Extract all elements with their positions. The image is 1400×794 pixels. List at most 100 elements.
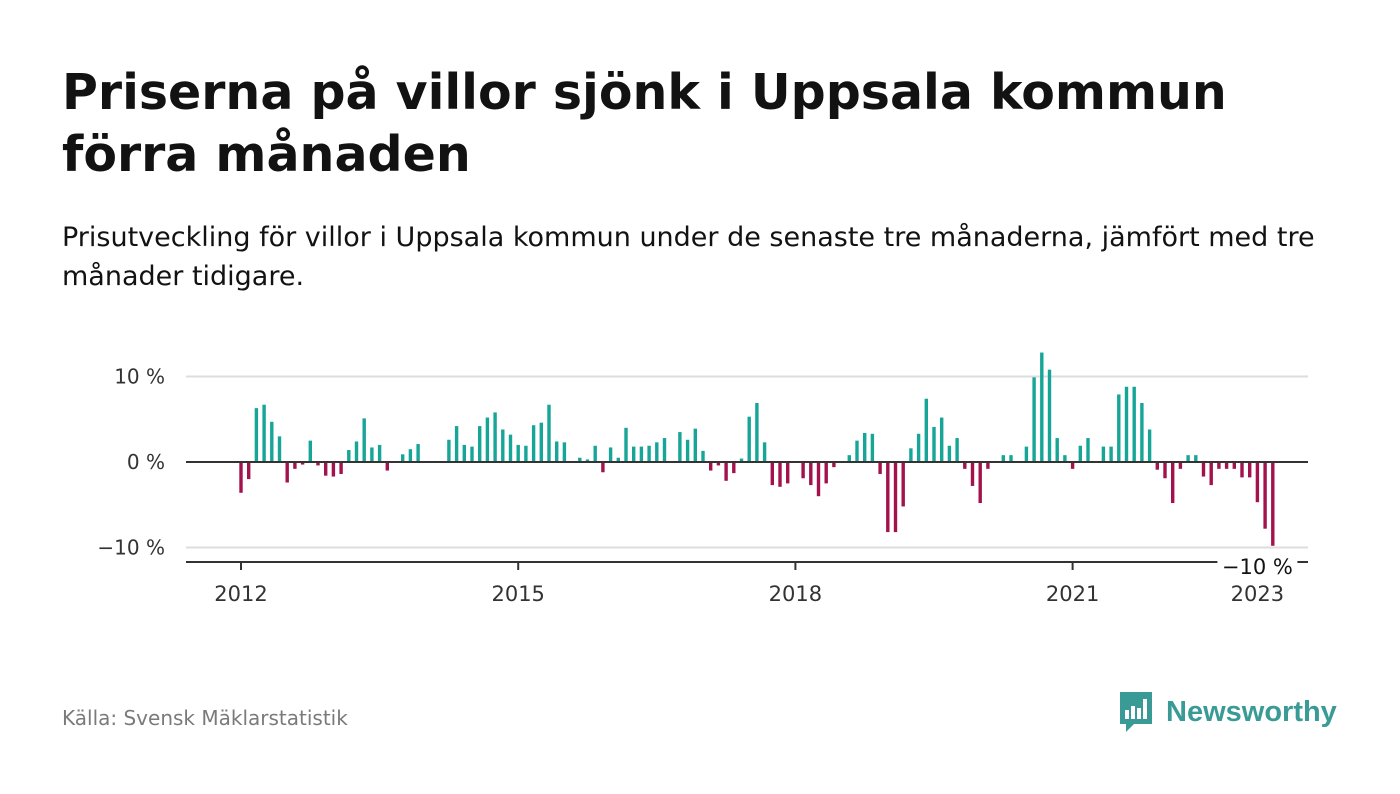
bar bbox=[270, 421, 274, 462]
brand-name: Newsworthy bbox=[1166, 695, 1337, 728]
bar bbox=[454, 426, 459, 462]
bar bbox=[1147, 429, 1152, 462]
y-tick-label: −10 % bbox=[97, 536, 165, 560]
bar bbox=[1086, 438, 1090, 462]
last-value-label: −10 % bbox=[1222, 555, 1293, 579]
bar bbox=[732, 462, 736, 474]
bar bbox=[501, 429, 505, 462]
bar bbox=[963, 462, 967, 469]
bar bbox=[1155, 462, 1159, 470]
bar bbox=[1178, 462, 1183, 469]
bar bbox=[716, 462, 721, 466]
bar bbox=[300, 462, 305, 465]
bar bbox=[947, 445, 952, 462]
bar bbox=[462, 444, 466, 462]
x-tick-label: 2012 bbox=[214, 582, 267, 606]
bar bbox=[385, 462, 389, 471]
bar bbox=[324, 462, 328, 476]
bar bbox=[940, 417, 944, 462]
bar bbox=[478, 426, 482, 462]
bar bbox=[1232, 462, 1236, 469]
bar bbox=[901, 462, 905, 507]
bar bbox=[578, 457, 582, 463]
bar bbox=[347, 450, 351, 462]
bar bbox=[262, 404, 266, 462]
bar bbox=[986, 462, 990, 469]
bar bbox=[878, 462, 882, 474]
bar bbox=[516, 444, 520, 462]
gridlines bbox=[186, 375, 1308, 549]
bar bbox=[1263, 462, 1267, 529]
bar bbox=[1132, 386, 1136, 462]
bar bbox=[608, 447, 613, 462]
bar bbox=[624, 427, 628, 462]
bar bbox=[370, 447, 374, 462]
bar bbox=[1117, 394, 1121, 462]
bar bbox=[547, 404, 551, 462]
y-tick-label: 0 % bbox=[127, 450, 165, 474]
bar bbox=[1201, 462, 1206, 477]
bar bbox=[316, 462, 320, 466]
bar bbox=[770, 462, 774, 486]
bar bbox=[655, 442, 659, 462]
bar bbox=[955, 438, 959, 462]
tick-labels: 10 % 0 % −10 % 2012 2015 2018 2021 2023 −10 % bbox=[97, 365, 1298, 606]
bar bbox=[778, 462, 782, 487]
bar bbox=[893, 462, 898, 533]
bar bbox=[762, 442, 767, 462]
bar bbox=[1001, 455, 1005, 462]
bar bbox=[886, 462, 890, 533]
bar bbox=[847, 455, 851, 462]
bar bbox=[539, 422, 543, 462]
bar bbox=[1101, 446, 1106, 462]
bar bbox=[247, 462, 251, 480]
annotation-background bbox=[1217, 552, 1298, 576]
bar bbox=[1070, 462, 1075, 469]
bar bbox=[524, 445, 528, 462]
bar bbox=[678, 432, 682, 462]
bar bbox=[354, 441, 359, 462]
bar bbox=[739, 458, 744, 462]
bar bbox=[308, 440, 312, 463]
bar bbox=[531, 425, 536, 463]
bar bbox=[254, 408, 259, 462]
bar bbox=[1240, 462, 1244, 478]
bar bbox=[377, 444, 382, 462]
bar bbox=[285, 462, 289, 483]
bar bbox=[909, 448, 913, 462]
bar bbox=[1009, 455, 1013, 462]
bar bbox=[809, 462, 813, 486]
bar bbox=[555, 441, 559, 462]
bar bbox=[693, 428, 697, 462]
bar bbox=[601, 462, 605, 473]
y-tick-label: 10 % bbox=[114, 365, 165, 389]
bar bbox=[585, 459, 590, 462]
bar bbox=[924, 398, 928, 462]
bar bbox=[1217, 462, 1221, 469]
bar bbox=[786, 462, 790, 484]
bar bbox=[916, 433, 921, 462]
bar bbox=[485, 417, 490, 462]
bar bbox=[408, 449, 413, 463]
bar bbox=[1024, 446, 1029, 462]
bar bbox=[1171, 462, 1175, 504]
bar bbox=[401, 454, 405, 463]
newsworthy-logo-icon bbox=[1120, 692, 1152, 732]
chart-title: Priserna på villor sjönk i Uppsala kommu… bbox=[62, 64, 1227, 183]
bar bbox=[832, 462, 836, 468]
bar bbox=[1224, 462, 1229, 469]
x-tick-label: 2023 bbox=[1231, 582, 1284, 606]
bar bbox=[508, 434, 513, 462]
bar bbox=[724, 462, 728, 481]
bar bbox=[863, 432, 867, 462]
bar bbox=[970, 462, 975, 486]
brand[interactable]: Newsworthy bbox=[1118, 690, 1337, 734]
bar bbox=[932, 426, 936, 462]
bar bbox=[816, 462, 821, 497]
bar bbox=[709, 462, 713, 471]
x-tick-label: 2018 bbox=[769, 582, 822, 606]
bar bbox=[824, 462, 828, 484]
chart-subtitle: Prisutveckling för villor i Uppsala komm… bbox=[62, 222, 1315, 292]
bar bbox=[1109, 446, 1113, 462]
